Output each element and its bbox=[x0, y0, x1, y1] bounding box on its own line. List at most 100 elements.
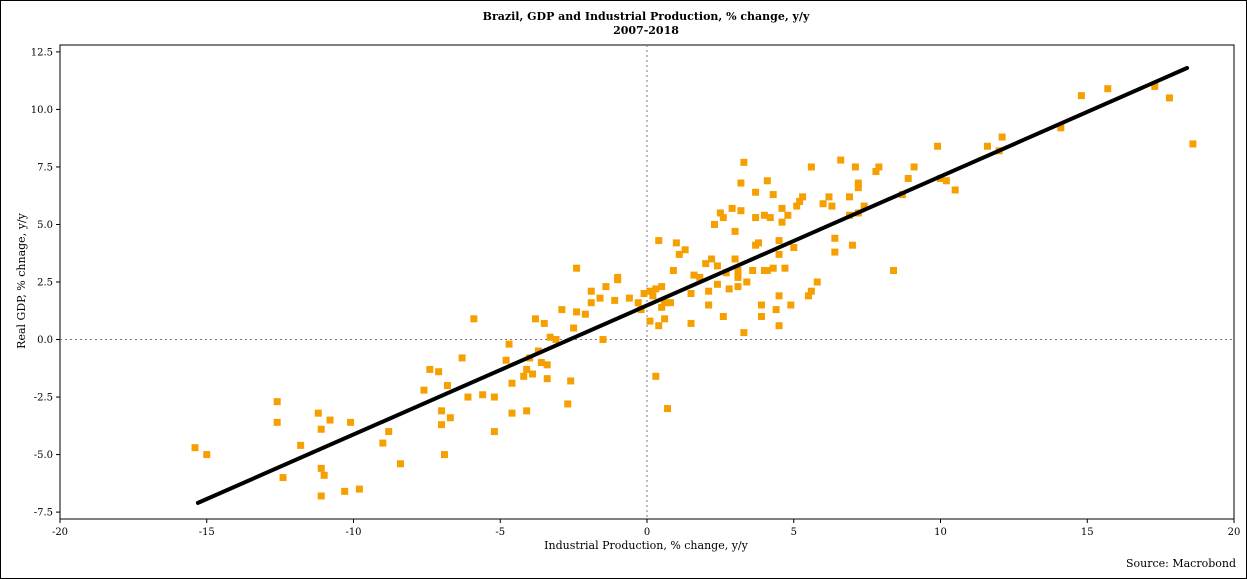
data-point bbox=[854, 179, 862, 187]
data-point bbox=[537, 359, 545, 367]
data-point bbox=[728, 204, 736, 212]
data-point bbox=[273, 418, 281, 426]
data-point bbox=[543, 361, 551, 369]
data-point bbox=[778, 204, 786, 212]
data-point bbox=[347, 418, 355, 426]
data-point bbox=[587, 299, 595, 307]
data-point bbox=[508, 409, 516, 417]
data-point bbox=[317, 464, 325, 472]
data-point bbox=[1151, 82, 1159, 90]
data-point bbox=[669, 266, 677, 274]
data-point bbox=[719, 313, 727, 321]
data-point bbox=[646, 317, 654, 325]
data-point bbox=[819, 200, 827, 208]
data-point bbox=[435, 368, 443, 376]
data-point bbox=[646, 287, 654, 295]
data-point bbox=[564, 400, 572, 408]
data-point bbox=[772, 306, 780, 314]
y-tick-label: 0.0 bbox=[37, 335, 53, 346]
data-point bbox=[464, 393, 472, 401]
data-point bbox=[983, 142, 991, 150]
data-point bbox=[523, 365, 531, 373]
x-tick-label: 0 bbox=[644, 527, 650, 538]
data-point bbox=[652, 372, 660, 380]
y-tick-label: 7.5 bbox=[37, 162, 53, 173]
data-point bbox=[203, 451, 211, 459]
data-point bbox=[596, 294, 604, 302]
x-tick-label: 20 bbox=[1228, 527, 1241, 538]
data-point bbox=[890, 266, 898, 274]
data-point bbox=[837, 156, 845, 164]
data-point bbox=[558, 306, 566, 314]
data-point bbox=[314, 409, 322, 417]
data-point bbox=[426, 365, 434, 373]
data-point bbox=[725, 285, 733, 293]
data-point bbox=[552, 336, 560, 344]
x-axis-label: Industrial Production, % change, y/y bbox=[544, 539, 748, 552]
data-point bbox=[420, 386, 428, 394]
data-point bbox=[672, 239, 680, 247]
data-point bbox=[502, 356, 510, 364]
y-tick-label: 10.0 bbox=[31, 105, 53, 116]
data-point bbox=[799, 193, 807, 201]
data-point bbox=[872, 168, 880, 176]
data-point bbox=[279, 474, 287, 482]
data-point bbox=[951, 186, 959, 194]
data-point bbox=[749, 266, 757, 274]
data-point bbox=[317, 425, 325, 433]
data-point bbox=[875, 163, 883, 171]
data-point bbox=[587, 287, 595, 295]
data-point bbox=[851, 163, 859, 171]
data-point bbox=[716, 209, 724, 217]
data-point bbox=[438, 407, 446, 415]
data-point bbox=[804, 292, 812, 300]
data-point bbox=[775, 250, 783, 258]
data-point bbox=[831, 234, 839, 242]
data-point bbox=[458, 354, 466, 362]
data-point bbox=[658, 283, 666, 291]
data-point bbox=[1189, 140, 1197, 148]
data-point bbox=[722, 269, 730, 277]
data-point bbox=[1057, 124, 1065, 132]
data-point bbox=[719, 214, 727, 222]
data-point bbox=[790, 243, 798, 251]
data-point bbox=[778, 218, 786, 226]
data-point bbox=[769, 191, 777, 199]
data-point bbox=[846, 193, 854, 201]
data-points bbox=[191, 82, 1197, 500]
data-point bbox=[655, 237, 663, 245]
data-point bbox=[540, 319, 548, 327]
y-tick-label: -7.5 bbox=[34, 508, 53, 519]
y-tick-label: -5.0 bbox=[34, 450, 53, 461]
data-point bbox=[702, 260, 710, 268]
data-point bbox=[520, 372, 528, 380]
data-point bbox=[664, 405, 672, 413]
data-point bbox=[602, 283, 610, 291]
data-point bbox=[757, 301, 765, 309]
data-point bbox=[807, 163, 815, 171]
data-point bbox=[675, 250, 683, 258]
data-point bbox=[625, 294, 633, 302]
data-point bbox=[661, 299, 669, 307]
x-tick-label: -5 bbox=[495, 527, 505, 538]
data-point bbox=[479, 391, 487, 399]
data-point bbox=[734, 283, 742, 291]
y-axis-label: Real GDP, % chnage, y/y bbox=[15, 212, 28, 348]
data-point bbox=[690, 271, 698, 279]
x-tick-label: 5 bbox=[791, 527, 797, 538]
data-point bbox=[854, 184, 862, 192]
data-point bbox=[341, 487, 349, 495]
data-point bbox=[734, 273, 742, 281]
data-point bbox=[317, 492, 325, 500]
data-point bbox=[775, 322, 783, 330]
data-point bbox=[934, 142, 942, 150]
x-tick-label: -15 bbox=[199, 527, 215, 538]
trendline-path bbox=[195, 66, 1190, 505]
data-point bbox=[775, 292, 783, 300]
data-point bbox=[658, 303, 666, 311]
data-point bbox=[848, 241, 856, 249]
data-point bbox=[760, 211, 768, 219]
data-point bbox=[731, 255, 739, 263]
data-point bbox=[796, 197, 804, 205]
